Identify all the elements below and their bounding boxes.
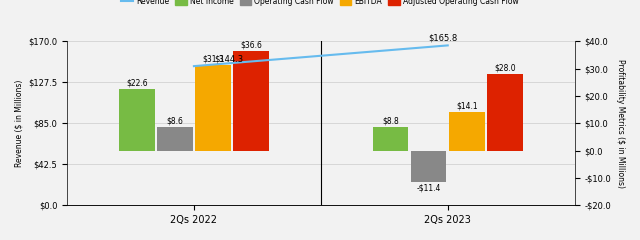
Bar <box>487 74 523 151</box>
Bar <box>449 112 484 151</box>
Bar <box>157 127 193 151</box>
Text: $28.0: $28.0 <box>494 64 516 73</box>
Bar <box>119 89 155 151</box>
Text: $36.6: $36.6 <box>240 40 262 49</box>
Bar <box>373 126 408 151</box>
Bar <box>233 51 269 151</box>
Text: $31.3: $31.3 <box>202 55 224 64</box>
Y-axis label: Revenue ($ in Millions): Revenue ($ in Millions) <box>15 80 24 167</box>
Text: $14.1: $14.1 <box>456 102 477 111</box>
Text: $165.8: $165.8 <box>428 34 458 43</box>
Legend: Revenue, Net Income, Operating Cash Flow, EBITDA, Adjusted Operating Cash Flow: Revenue, Net Income, Operating Cash Flow… <box>118 0 522 9</box>
Text: $22.6: $22.6 <box>126 78 148 87</box>
Bar <box>195 65 231 151</box>
Text: -$11.4: -$11.4 <box>417 183 441 192</box>
Text: $8.6: $8.6 <box>166 117 183 126</box>
Y-axis label: Profitability Metrics ($ in Millions): Profitability Metrics ($ in Millions) <box>616 59 625 188</box>
Text: $8.8: $8.8 <box>382 116 399 125</box>
Text: $144.3: $144.3 <box>214 55 243 64</box>
Bar <box>411 151 447 182</box>
